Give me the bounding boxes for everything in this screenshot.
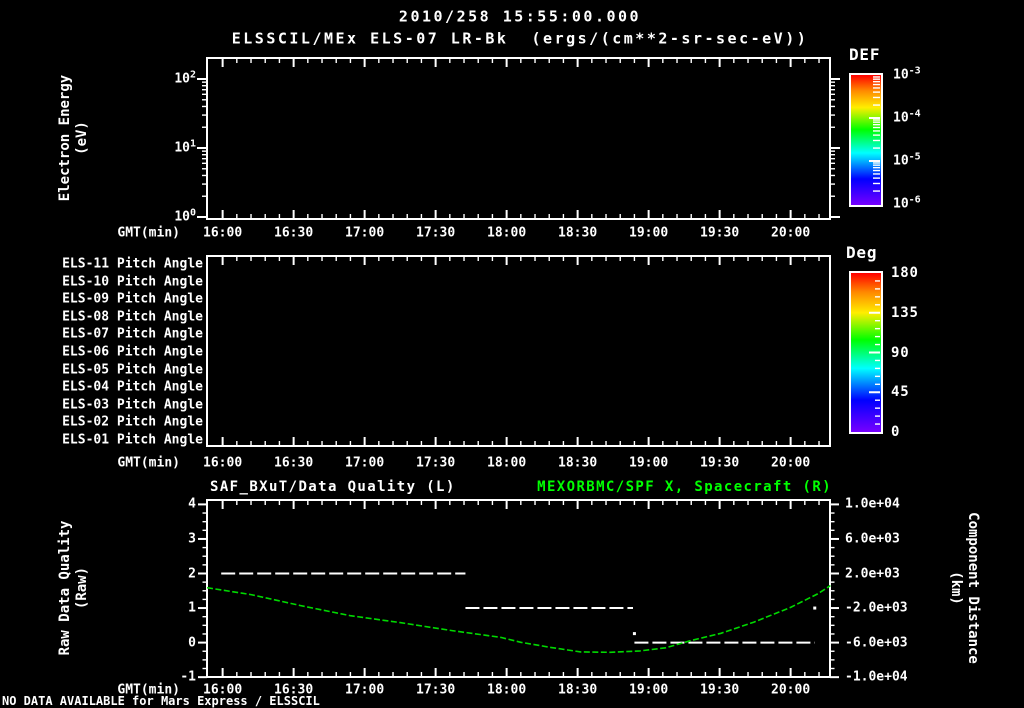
x-tick-label-energy: 17:30: [416, 225, 456, 241]
x-tick-label-quality: 16:30: [274, 682, 314, 698]
quality-plot-frame: [206, 499, 831, 678]
pitch-row-label: ELS-06 Pitch Angle: [62, 344, 203, 360]
deg-colorbar: [849, 271, 883, 434]
pitch-plot-frame: [206, 255, 831, 447]
x-tick-label-energy: 16:00: [203, 225, 243, 241]
pitch-row-label: ELS-05 Pitch Angle: [62, 362, 203, 378]
y-axis-label-electron-energy: Electron Energy (eV): [57, 75, 91, 201]
x-tick-label-energy: 19:00: [629, 225, 669, 241]
quality-ytick-label-right: -1.0e+04: [845, 669, 908, 685]
x-tick-label-quality: 17:00: [345, 682, 385, 698]
deg-colorbar-title: Deg: [846, 243, 878, 262]
header-datetime: 2010/258 15:55:00.000: [398, 7, 642, 26]
quality-ytick-label-left: 0: [188, 635, 196, 651]
quality-ytick-label-left: 3: [188, 531, 196, 547]
y-axis-label-component-distance: Component Distance (km): [947, 512, 981, 664]
x-tick-label-quality: 19:30: [700, 682, 740, 698]
x-tick-label-pitch: 20:00: [771, 455, 811, 471]
x-tick-label-quality: 19:00: [629, 682, 669, 698]
x-tick-label-pitch: 17:00: [345, 455, 385, 471]
x-tick-label-energy: 20:00: [771, 225, 811, 241]
x-tick-label-pitch: 18:30: [558, 455, 598, 471]
x-tick-label-quality: 20:00: [771, 682, 811, 698]
def-cbar-label: 10-5: [893, 151, 921, 169]
data-quality-dot: [632, 632, 636, 636]
x-tick-label-pitch: 18:00: [487, 455, 527, 471]
quality-ytick-label-left: -1: [180, 669, 196, 685]
x-tick-label-pitch: 16:00: [203, 455, 243, 471]
pitch-row-label: ELS-11 Pitch Angle: [62, 256, 203, 272]
component-distance-label-text: Component Distance: [965, 512, 981, 664]
deg-cbar-label: 0: [891, 424, 901, 440]
component-distance-units-text: (km): [948, 571, 964, 605]
deg-cbar-label: 135: [891, 304, 919, 321]
quality-ytick-label-left: 1: [188, 600, 196, 616]
raw-quality-label-text: Raw Data Quality: [57, 520, 73, 656]
deg-cbar-label: 45: [891, 384, 910, 401]
x-tick-label-energy: 18:00: [487, 225, 527, 241]
pitch-row-label: ELS-02 Pitch Angle: [62, 414, 203, 430]
quality-ytick-label-left: 4: [188, 496, 196, 512]
pitch-row-label: ELS-04 Pitch Angle: [62, 379, 203, 395]
quality-ytick-label-right: 1.0e+04: [845, 496, 900, 512]
quality-ytick-label-right: 6.0e+03: [845, 531, 900, 547]
x-tick-label-quality: 16:00: [203, 682, 243, 698]
def-colorbar: [849, 73, 883, 207]
pitch-row-label: ELS-09 Pitch Angle: [62, 291, 203, 307]
quality-panel-title-right: MEXORBMC/SPF X, Spacecraft (R): [537, 479, 832, 495]
quality-panel-title-left: SAF_BXuT/Data Quality (L): [210, 479, 456, 495]
def-colorbar-title: DEF: [849, 45, 881, 64]
header-title: ELSSCIL/MEx ELS-07 LR-Bk (ergs/(cm**2-sr…: [231, 29, 809, 48]
spacecraft-x-curve: [206, 584, 831, 654]
gmt-label-pitch-panel: GMT(min): [117, 455, 180, 471]
x-tick-label-pitch: 19:30: [700, 455, 740, 471]
quality-ytick-label-right: 2.0e+03: [845, 566, 900, 581]
x-tick-label-pitch: 19:00: [629, 455, 669, 471]
gmt-label-energy-panel: GMT(min): [117, 225, 180, 241]
pitch-row-label: ELS-01 Pitch Angle: [62, 432, 203, 448]
x-tick-label-quality: 18:00: [487, 682, 527, 698]
def-cbar-label: 10-3: [893, 65, 921, 83]
deg-cbar-label: 90: [891, 344, 910, 361]
electron-energy-label-text: Electron Energy: [57, 74, 73, 202]
energy-plot-frame: [206, 57, 831, 220]
x-tick-label-quality: 17:30: [416, 682, 456, 698]
pitch-row-label: ELS-08 Pitch Angle: [62, 309, 203, 325]
energy-ytick-label: 101: [174, 138, 196, 156]
x-tick-label-energy: 19:30: [700, 225, 740, 241]
data-quality-dot: [813, 606, 817, 610]
x-tick-label-energy: 18:30: [558, 225, 598, 241]
gmt-label-quality-panel: GMT(min): [117, 682, 180, 698]
pitch-row-label: ELS-07 Pitch Angle: [62, 326, 203, 342]
pitch-row-label: ELS-03 Pitch Angle: [62, 397, 203, 413]
deg-cbar-label: 180: [891, 265, 919, 281]
x-tick-label-energy: 17:00: [345, 225, 385, 241]
no-data-message: NO DATA AVAILABLE for Mars Express / ELS…: [2, 694, 320, 708]
x-tick-label-quality: 18:30: [558, 682, 598, 698]
def-cbar-label: 10-6: [893, 194, 921, 212]
x-tick-label-pitch: 16:30: [274, 455, 314, 471]
quality-ytick-label-right: -6.0e+03: [845, 635, 908, 651]
x-tick-label-pitch: 17:30: [416, 455, 456, 471]
energy-ytick-label: 100: [174, 207, 196, 225]
raw-quality-units-text: (Raw): [74, 566, 90, 610]
quality-ytick-label-left: 2: [188, 566, 196, 581]
quality-ytick-label-right: -2.0e+03: [845, 600, 908, 616]
electron-energy-units-text: (eV): [74, 121, 90, 155]
pitch-row-label: ELS-10 Pitch Angle: [62, 274, 203, 290]
x-tick-label-energy: 16:30: [274, 225, 314, 241]
def-cbar-label: 10-4: [893, 108, 921, 126]
energy-ytick-label: 102: [174, 69, 196, 87]
y-axis-label-raw-data-quality: Raw Data Quality (Raw): [57, 521, 91, 656]
